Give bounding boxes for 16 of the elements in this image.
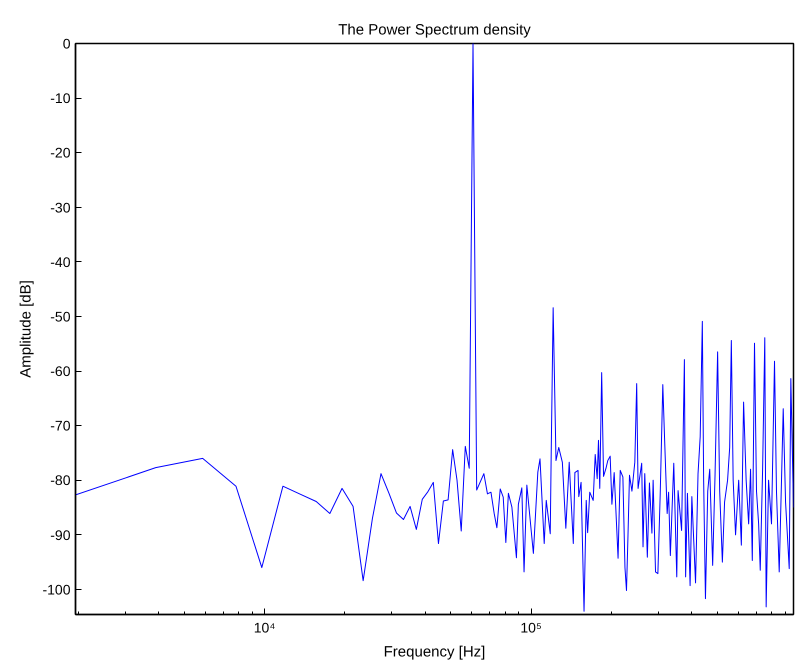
y-tick-label: -20 (50, 144, 71, 161)
y-tick-label: 0 (62, 36, 71, 52)
y-tick-label: -50 (50, 308, 71, 324)
y-tick-label: -100 (42, 581, 71, 598)
y-tick-label: -10 (50, 90, 71, 106)
x-tick-label: 10⁴ (254, 620, 276, 636)
y-tick-label: -40 (50, 254, 71, 270)
x-axis-title: Frequency [Hz] (384, 644, 486, 660)
y-tick-label: -70 (50, 418, 71, 434)
y-tick-label: -90 (50, 526, 71, 543)
y-axis-title: Amplitude [dB] (17, 280, 34, 378)
x-tick-label: 10⁵ (520, 620, 542, 636)
y-tick-label: -30 (50, 199, 71, 216)
y-tick-label: -80 (50, 472, 71, 488)
chart-title: The Power Spectrum density (338, 22, 532, 38)
y-tick-label: -60 (50, 363, 71, 380)
